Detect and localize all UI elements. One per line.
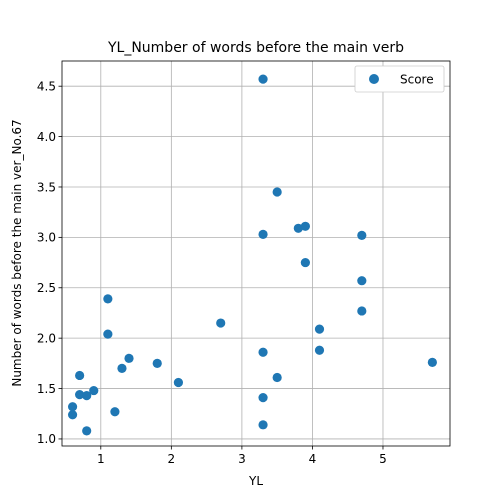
y-axis-label: Number of words before the main ver_No.6… (10, 119, 24, 386)
y-tick-label: 1.5 (37, 382, 56, 396)
data-point (258, 347, 268, 357)
plot-frame (61, 60, 451, 447)
data-point (427, 357, 437, 367)
legend-label: Score (400, 73, 434, 87)
data-point (67, 410, 78, 420)
data-point (357, 230, 367, 240)
y-tick-label: 1.0 (37, 432, 56, 446)
data-point (314, 324, 325, 334)
data-point (82, 391, 92, 401)
data-point (216, 318, 226, 328)
legend: Score (354, 65, 445, 93)
data-point (152, 358, 162, 368)
data-point (117, 363, 127, 373)
data-point (89, 385, 99, 396)
data-point (300, 257, 310, 268)
x-tick-label: 4 (309, 452, 317, 466)
data-point (300, 221, 310, 231)
data-points (67, 74, 437, 436)
x-tick-label: 3 (238, 452, 246, 466)
data-point (75, 389, 85, 400)
data-point (75, 370, 85, 381)
data-point (314, 345, 325, 355)
data-point (272, 187, 282, 197)
axes (58, 60, 451, 450)
data-point (293, 223, 303, 233)
data-point (67, 402, 78, 412)
data-point (173, 377, 183, 388)
y-tick-label: 2.0 (37, 331, 56, 345)
data-point (258, 393, 268, 403)
legend-marker (369, 74, 379, 84)
x-tick-label: 1 (97, 452, 105, 466)
data-point (272, 372, 282, 383)
y-tick-label: 2.5 (37, 281, 56, 295)
x-tick-label: 2 (168, 452, 176, 466)
data-point (357, 276, 367, 286)
data-point (110, 407, 120, 417)
data-point (82, 426, 92, 436)
y-tick-label: 4.0 (37, 130, 56, 144)
data-point (103, 329, 113, 339)
data-point (258, 229, 268, 239)
data-point (124, 353, 134, 363)
chart-title: YL_Number of words before the main verb (107, 40, 404, 56)
y-tick-label: 3.5 (37, 180, 56, 194)
legend-box (354, 65, 445, 93)
x-axis-label: YL (248, 474, 263, 488)
data-point (258, 420, 268, 430)
x-tick-label: 5 (379, 452, 387, 466)
data-point (258, 74, 268, 84)
y-tick-label: 3.0 (37, 231, 56, 245)
grid-lines (62, 61, 450, 446)
data-point (357, 306, 367, 316)
tick-labels: 1 2 3 4 5 1.0 1.5 2.0 2.5 3.0 3.5 4.0 4.5 (37, 79, 387, 466)
y-tick-label: 4.5 (37, 79, 56, 93)
data-point (103, 294, 113, 304)
